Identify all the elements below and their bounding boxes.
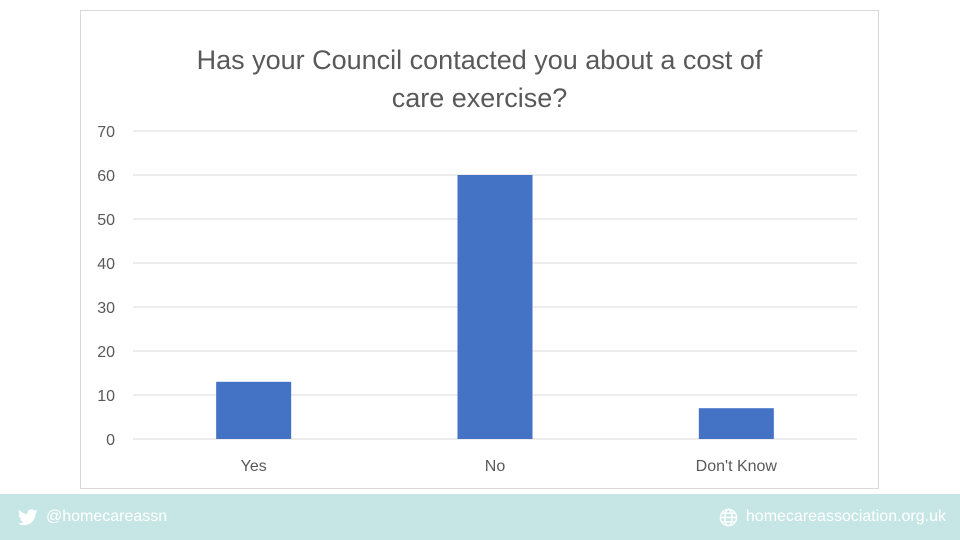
bar-no bbox=[457, 175, 533, 439]
twitter-bird-icon bbox=[18, 508, 38, 525]
footer-bar: @homecareassn homecareassociation.org.uk bbox=[0, 494, 960, 540]
website-link: homecareassociation.org.uk bbox=[745, 508, 946, 525]
y-tick-label: 0 bbox=[106, 432, 115, 449]
y-tick-label: 40 bbox=[97, 256, 115, 273]
footer-twitter[interactable]: @homecareassn bbox=[18, 494, 167, 540]
globe-icon bbox=[719, 508, 738, 526]
y-tick-label: 70 bbox=[97, 124, 115, 141]
x-tick-label: Yes bbox=[241, 458, 267, 475]
twitter-handle: @homecareassn bbox=[46, 508, 168, 525]
bar-chart: 0 10 20 30 40 50 60 70 Yes No Don't Know bbox=[97, 124, 857, 475]
chart-title-line-1: Has your Council contacted you about a c… bbox=[196, 45, 763, 75]
x-tick-label: Don't Know bbox=[696, 458, 778, 475]
y-tick-label: 30 bbox=[97, 300, 115, 317]
bar-yes bbox=[216, 381, 292, 439]
chart-title-line-2: care exercise? bbox=[391, 83, 568, 113]
y-tick-label: 10 bbox=[97, 388, 115, 405]
bar-don-t-know bbox=[698, 408, 774, 439]
y-tick-label: 60 bbox=[97, 168, 115, 185]
chart-container: Has your Council contacted you about a c… bbox=[80, 10, 879, 489]
y-tick-label: 50 bbox=[97, 212, 115, 229]
y-tick-label: 20 bbox=[97, 344, 115, 361]
x-tick-label: No bbox=[485, 458, 506, 475]
footer-website[interactable]: homecareassociation.org.uk bbox=[719, 494, 946, 540]
chart-title: Has your Council contacted you about a c… bbox=[81, 41, 878, 117]
